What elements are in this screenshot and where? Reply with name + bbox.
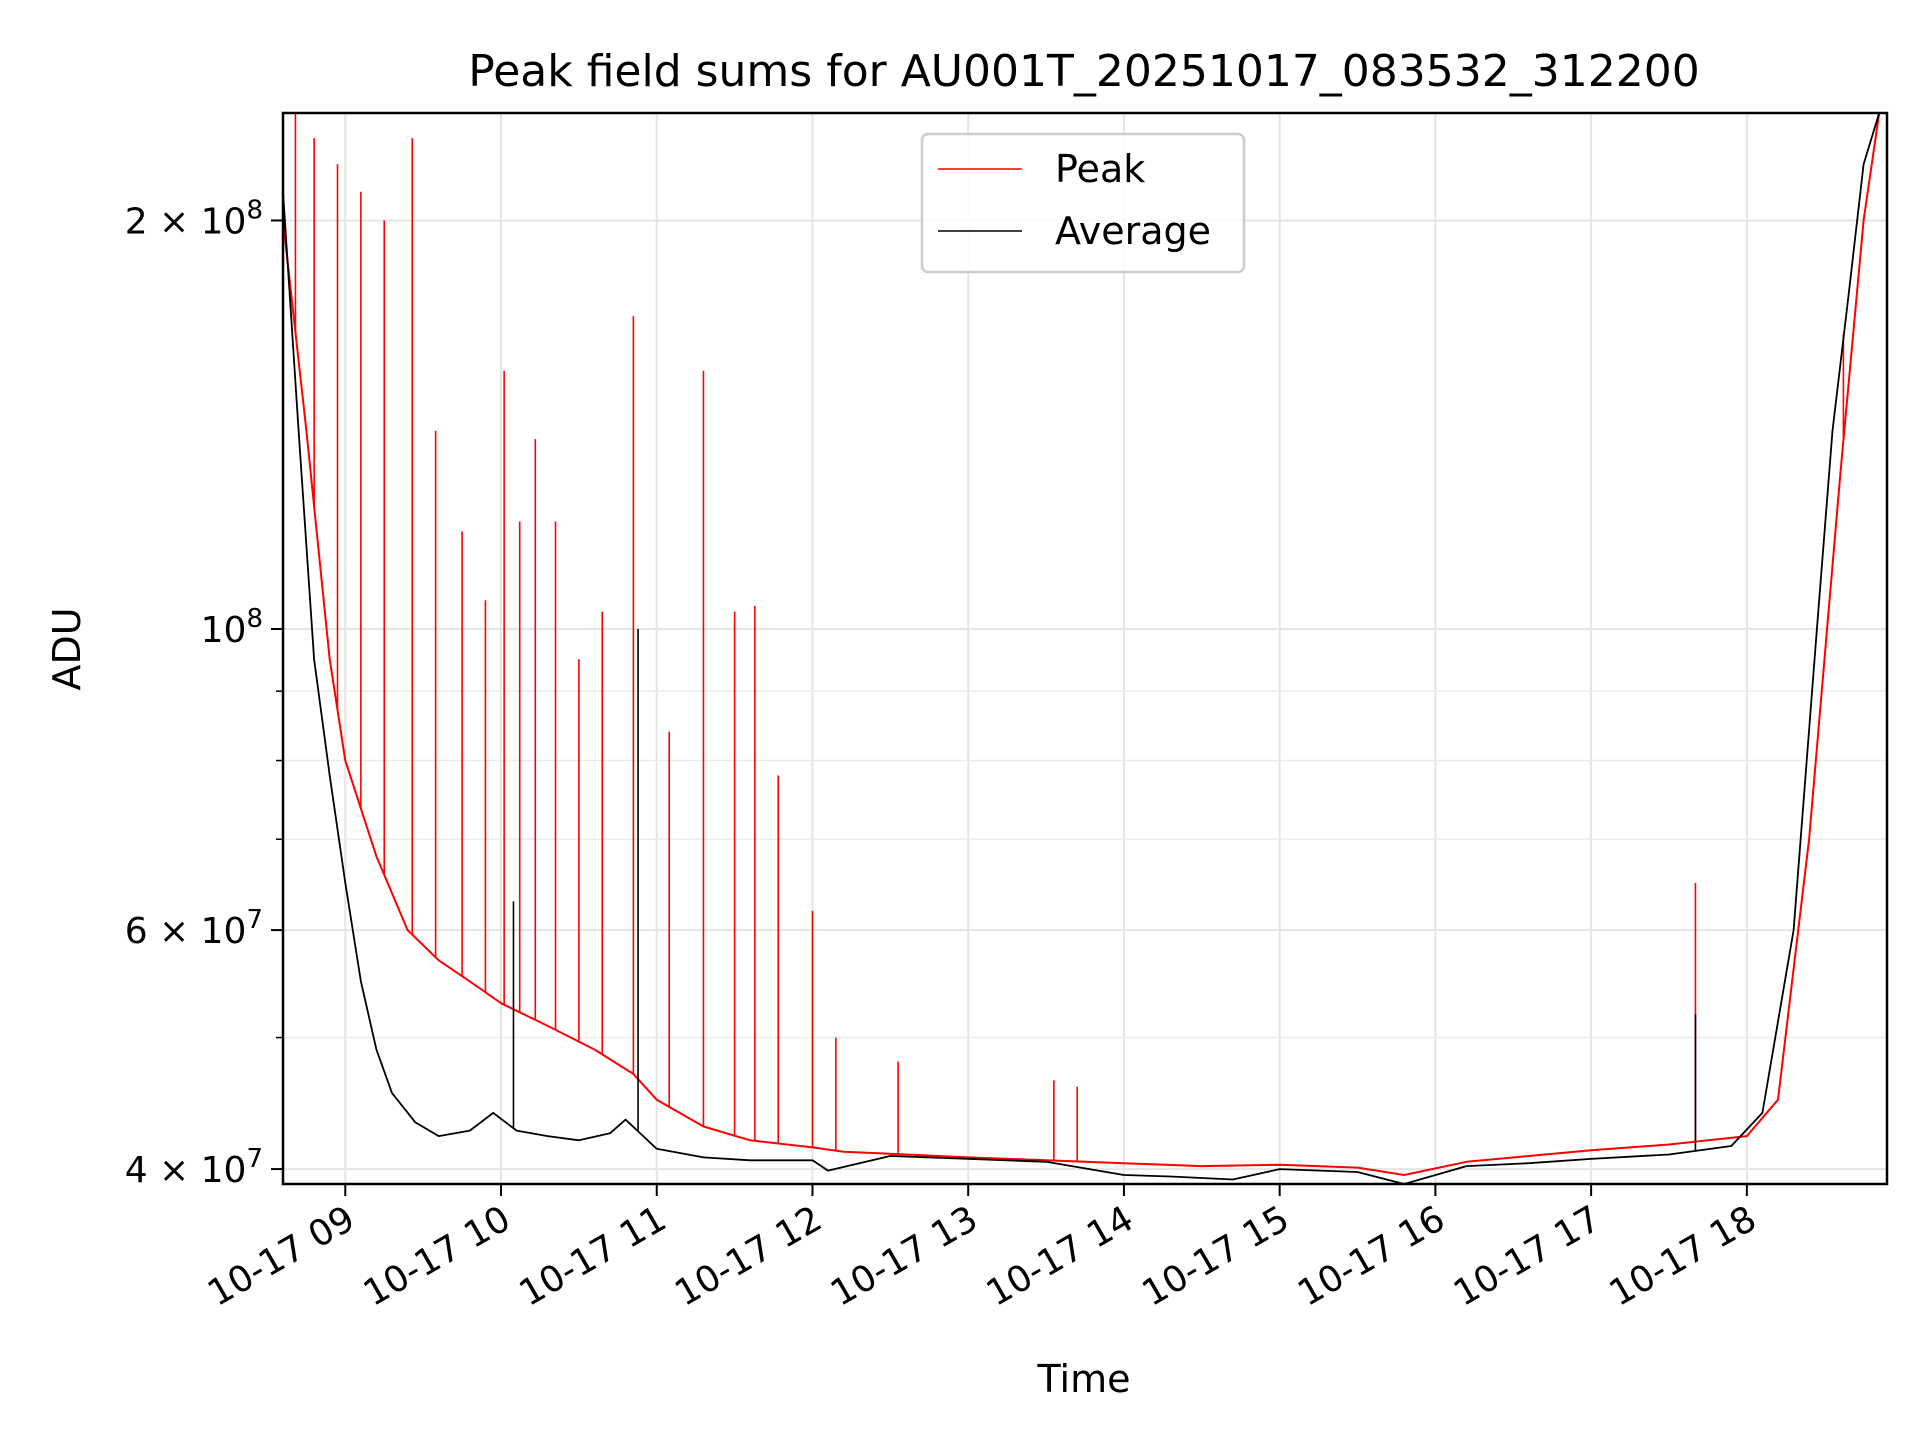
y-axis-ticks: 4 × 107 6 × 107 108 2 × 108 bbox=[125, 195, 283, 1191]
y-tick-label: 108 bbox=[201, 604, 263, 651]
average-line bbox=[282, 112, 1881, 1185]
legend-average-label: Average bbox=[1055, 209, 1211, 253]
legend-peak-label: Peak bbox=[1055, 147, 1145, 191]
y-tick-label: 6 × 107 bbox=[125, 905, 263, 952]
series-peak bbox=[282, 112, 1881, 1176]
legend: Peak Average bbox=[920, 132, 1246, 274]
y-axis-label: ADU bbox=[45, 607, 89, 690]
x-axis-label: Time bbox=[1037, 1357, 1131, 1401]
y-tick-label: 2 × 108 bbox=[125, 195, 263, 242]
plot-series bbox=[282, 112, 1881, 1185]
plot-area-frame bbox=[281, 111, 1889, 1186]
chart-title: Peak field sums for AU001T_20251017_0835… bbox=[468, 46, 1700, 97]
y-tick-label: 4 × 107 bbox=[125, 1144, 263, 1191]
series-average bbox=[282, 112, 1881, 1185]
